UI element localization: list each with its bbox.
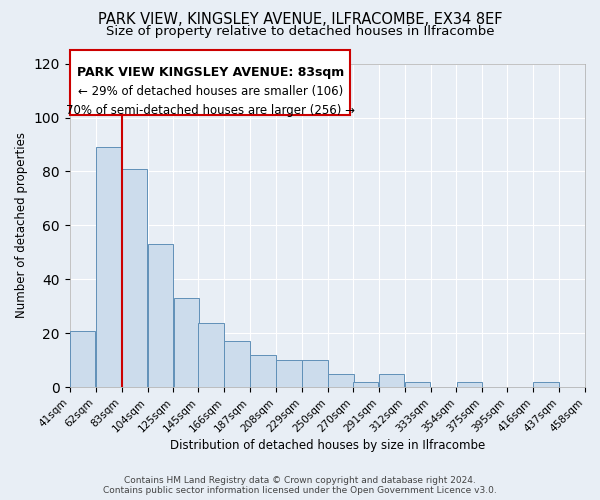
Text: Contains HM Land Registry data © Crown copyright and database right 2024.: Contains HM Land Registry data © Crown c… — [124, 476, 476, 485]
X-axis label: Distribution of detached houses by size in Ilfracombe: Distribution of detached houses by size … — [170, 440, 485, 452]
Bar — [405, 382, 430, 388]
Text: Contains public sector information licensed under the Open Government Licence v3: Contains public sector information licen… — [103, 486, 497, 495]
Bar — [96, 147, 121, 388]
Bar — [379, 374, 404, 388]
Text: 70% of semi-detached houses are larger (256) →: 70% of semi-detached houses are larger (… — [66, 104, 355, 117]
Text: PARK VIEW KINGSLEY AVENUE: 83sqm: PARK VIEW KINGSLEY AVENUE: 83sqm — [77, 66, 344, 79]
Y-axis label: Number of detached properties: Number of detached properties — [15, 132, 28, 318]
Text: PARK VIEW, KINGSLEY AVENUE, ILFRACOMBE, EX34 8EF: PARK VIEW, KINGSLEY AVENUE, ILFRACOMBE, … — [98, 12, 502, 28]
Bar — [148, 244, 173, 388]
Bar — [353, 382, 379, 388]
Bar — [173, 298, 199, 388]
Text: ← 29% of detached houses are smaller (106): ← 29% of detached houses are smaller (10… — [77, 85, 343, 98]
Bar — [457, 382, 482, 388]
Bar — [533, 382, 559, 388]
FancyBboxPatch shape — [70, 50, 350, 115]
Bar — [122, 169, 148, 388]
Bar — [70, 330, 95, 388]
Bar — [328, 374, 354, 388]
Bar — [276, 360, 302, 388]
Bar — [302, 360, 328, 388]
Bar — [224, 342, 250, 388]
Text: Size of property relative to detached houses in Ilfracombe: Size of property relative to detached ho… — [106, 25, 494, 38]
Bar — [199, 322, 224, 388]
Bar — [250, 355, 276, 388]
